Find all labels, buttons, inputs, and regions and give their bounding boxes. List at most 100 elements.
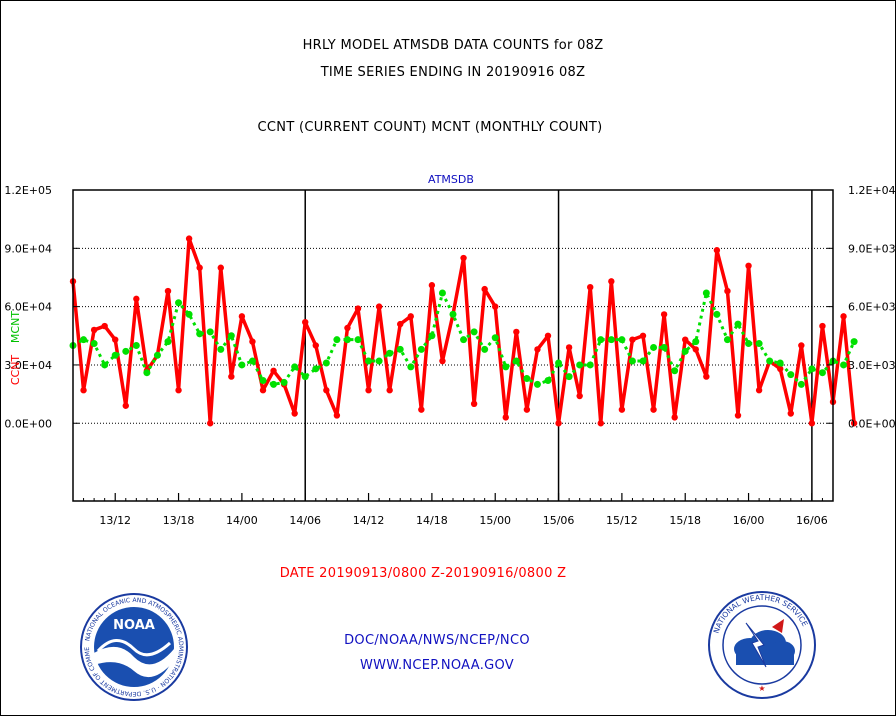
data-point-ccnt [608, 278, 615, 285]
data-point-ccnt [207, 420, 214, 427]
data-point-ccnt [185, 235, 193, 242]
data-point-ccnt [618, 406, 626, 413]
data-point-ccnt [755, 387, 763, 394]
date-range-label: DATE 20190913/0800 Z-20190916/0800 Z [279, 566, 567, 581]
data-point-ccnt [650, 406, 657, 413]
data-point-mcnt [481, 345, 489, 353]
left-tick-label: 0.0E+00 [4, 417, 52, 430]
data-point-ccnt [112, 336, 119, 343]
data-point-mcnt [787, 371, 795, 379]
data-point-mcnt [417, 345, 425, 353]
data-point-ccnt [375, 303, 383, 310]
data-point-ccnt [492, 303, 499, 310]
data-point-ccnt [418, 406, 425, 413]
data-point-mcnt [491, 334, 499, 342]
data-point-ccnt [597, 420, 604, 427]
data-point-ccnt [481, 285, 488, 293]
x-tick-label: 16/06 [796, 514, 828, 527]
data-point-ccnt [734, 412, 742, 419]
data-point-mcnt [322, 359, 330, 367]
data-point-mcnt [639, 357, 647, 365]
data-point-mcnt [238, 361, 246, 369]
plot-title: ATMSDB [428, 173, 474, 186]
left-tick-label: 1.2E+05 [4, 184, 52, 197]
data-point-ccnt [534, 346, 541, 353]
noaa-logo: NOAA NATIONAL OCEANIC AND ATMOSPHERIC AD… [78, 591, 188, 701]
data-point-mcnt [734, 320, 742, 328]
data-point-mcnt [428, 332, 436, 340]
data-point-mcnt [840, 361, 848, 369]
data-point-mcnt [565, 373, 573, 381]
star-icon: ★ [758, 684, 765, 693]
data-point-mcnt [375, 357, 383, 365]
data-point-ccnt [344, 324, 351, 332]
data-point-ccnt [333, 412, 341, 419]
data-point-mcnt [248, 357, 256, 365]
doc-link[interactable]: DOC/NOAA/NWS/NCEP/NCO [344, 633, 530, 648]
data-point-ccnt [228, 373, 235, 380]
data-point-mcnt [597, 336, 605, 344]
data-point-mcnt [544, 376, 552, 384]
data-point-ccnt [407, 313, 414, 320]
data-point-ccnt [196, 264, 203, 271]
data-point-ccnt [745, 262, 752, 270]
x-tick-label: 15/06 [543, 514, 575, 527]
data-point-ccnt [555, 420, 562, 427]
data-point-mcnt [343, 336, 351, 344]
data-point-mcnt [818, 369, 826, 377]
data-point-ccnt [302, 318, 309, 326]
data-point-mcnt [555, 359, 563, 367]
data-point-mcnt [576, 361, 584, 369]
data-point-mcnt [449, 310, 457, 318]
data-point-mcnt [512, 357, 520, 365]
data-point-mcnt [312, 365, 320, 373]
data-point-ccnt [460, 254, 467, 262]
data-point-ccnt [101, 322, 108, 330]
data-point-ccnt [397, 320, 404, 328]
data-point-ccnt [819, 322, 826, 330]
data-point-ccnt [660, 311, 668, 318]
data-point-ccnt [850, 420, 858, 427]
left-tick-label: 9.0E+04 [4, 242, 52, 255]
data-point-mcnt [259, 376, 267, 384]
data-point-ccnt [639, 332, 647, 339]
data-point-ccnt [90, 326, 98, 334]
data-point-mcnt [132, 342, 140, 349]
data-point-mcnt [185, 310, 193, 318]
x-tick-label: 13/12 [99, 514, 131, 527]
website-link[interactable]: WWW.NCEP.NOAA.GOV [359, 658, 515, 673]
data-point-ccnt [270, 367, 277, 374]
axes: 0.0E+00 3.0E+04 6.0E+04 9.0E+04 1.2E+05 0.0E+… [4, 184, 895, 527]
data-point-mcnt [607, 336, 615, 344]
x-tick-label: 14/12 [353, 514, 385, 527]
right-tick-label: 1.2E+04 [848, 184, 896, 197]
data-point-ccnt [470, 400, 478, 408]
data-point-mcnt [460, 336, 468, 344]
data-point-mcnt [797, 380, 805, 388]
data-point-mcnt [143, 369, 151, 377]
ccnt-axis-label: CCNT [9, 355, 22, 386]
data-point-ccnt [502, 414, 509, 421]
data-point-mcnt [745, 340, 753, 348]
data-point-mcnt [650, 343, 658, 351]
data-point-ccnt [576, 392, 583, 400]
data-point-ccnt [798, 342, 805, 349]
data-point-mcnt [90, 340, 98, 348]
data-point-mcnt [776, 359, 784, 367]
data-point-mcnt [702, 289, 710, 297]
left-tick-label: 6.0E+04 [4, 301, 52, 314]
series-layer [69, 235, 858, 427]
data-point-ccnt [808, 420, 816, 427]
right-tick-label: 9.0E+03 [848, 242, 896, 255]
data-point-mcnt [502, 363, 510, 371]
data-point-mcnt [122, 347, 130, 355]
data-point-ccnt [238, 313, 246, 320]
data-point-ccnt [544, 332, 552, 339]
data-point-ccnt [323, 387, 330, 394]
data-point-mcnt [227, 332, 235, 340]
chart-title-line-1: HRLY MODEL ATMSDB DATA COUNTS for 08Z [302, 38, 604, 53]
data-point-mcnt [365, 357, 373, 365]
data-point-mcnt [681, 347, 689, 355]
data-point-ccnt [80, 387, 87, 394]
x-tick-label: 15/18 [669, 514, 701, 527]
